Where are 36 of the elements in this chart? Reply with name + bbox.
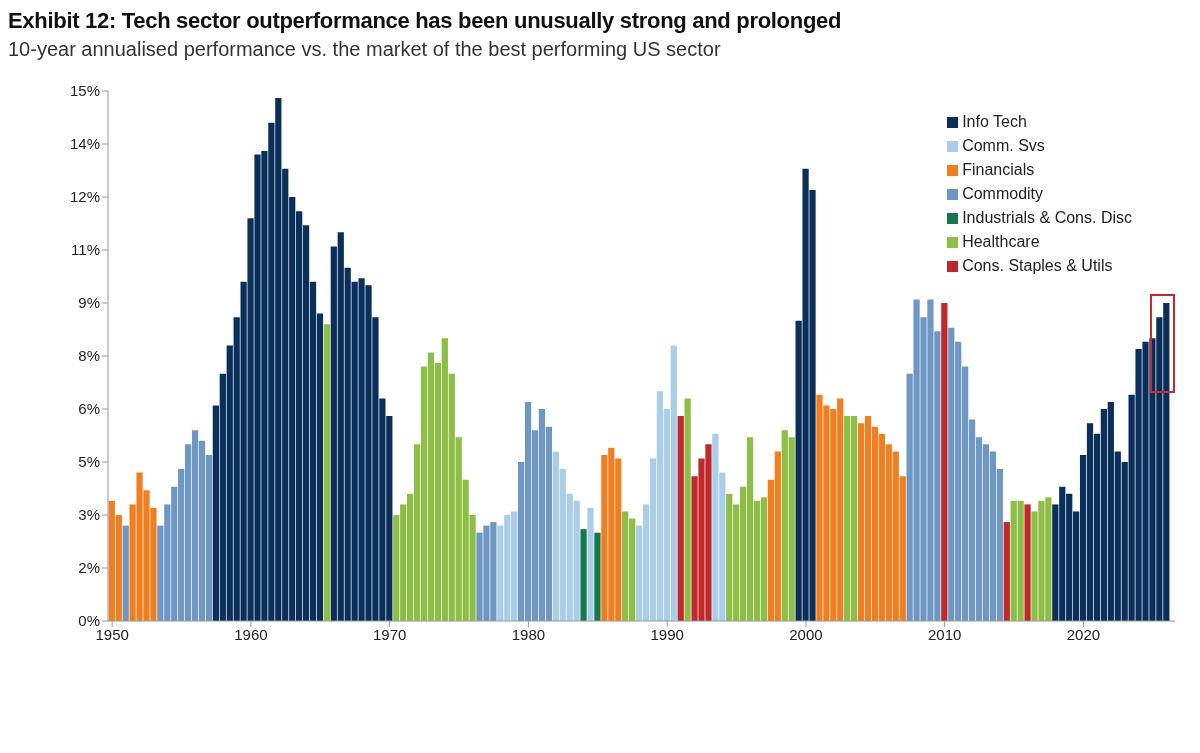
y-tick-label: 2% xyxy=(78,559,100,577)
legend-label: Comm. Svs xyxy=(962,136,1045,156)
legend-label: Cons. Staples & Utils xyxy=(962,256,1113,276)
y-tick-label: 8% xyxy=(78,347,100,365)
bar xyxy=(684,398,691,621)
chart-title: Exhibit 12: Tech sector outperformance has been unusually strong and prolonged xyxy=(8,8,843,34)
bar xyxy=(122,525,129,621)
y-tick-label: 6% xyxy=(78,400,100,418)
x-tick-label: 2020 xyxy=(1066,625,1101,643)
x-tick-label: 1970 xyxy=(372,625,407,643)
legend-label: Healthcare xyxy=(962,232,1040,252)
bar xyxy=(323,324,330,621)
legend-label: Info Tech xyxy=(962,112,1027,132)
y-tick-label: 12% xyxy=(69,188,100,206)
y-tick-label: 9% xyxy=(78,294,100,312)
legend-label: Financials xyxy=(962,160,1035,180)
legend-label: Commodity xyxy=(962,184,1044,204)
x-tick-label: 1960 xyxy=(234,625,268,643)
y-tick-label: 14% xyxy=(69,135,100,153)
bar xyxy=(941,303,948,621)
bar xyxy=(587,507,594,621)
bar xyxy=(1024,504,1031,621)
bar xyxy=(580,529,587,621)
bar xyxy=(677,416,684,621)
y-tick-label: 11% xyxy=(71,241,100,259)
bar xyxy=(1003,522,1010,621)
y-tick-label: 5% xyxy=(78,453,100,471)
y-tick-label: 15% xyxy=(69,82,100,100)
y-tick-label: 3% xyxy=(78,506,100,524)
legend-label: Industrials & Cons. Disc xyxy=(962,208,1132,228)
x-tick-label: 2000 xyxy=(789,625,823,643)
bar xyxy=(594,532,601,621)
x-tick-label: 1980 xyxy=(511,625,546,643)
x-tick-label: 1990 xyxy=(650,625,684,643)
chart-subtitle: 10-year annualised performance vs. the market of the best performing US sector xyxy=(8,38,722,61)
x-tick-label: 2010 xyxy=(927,625,962,643)
